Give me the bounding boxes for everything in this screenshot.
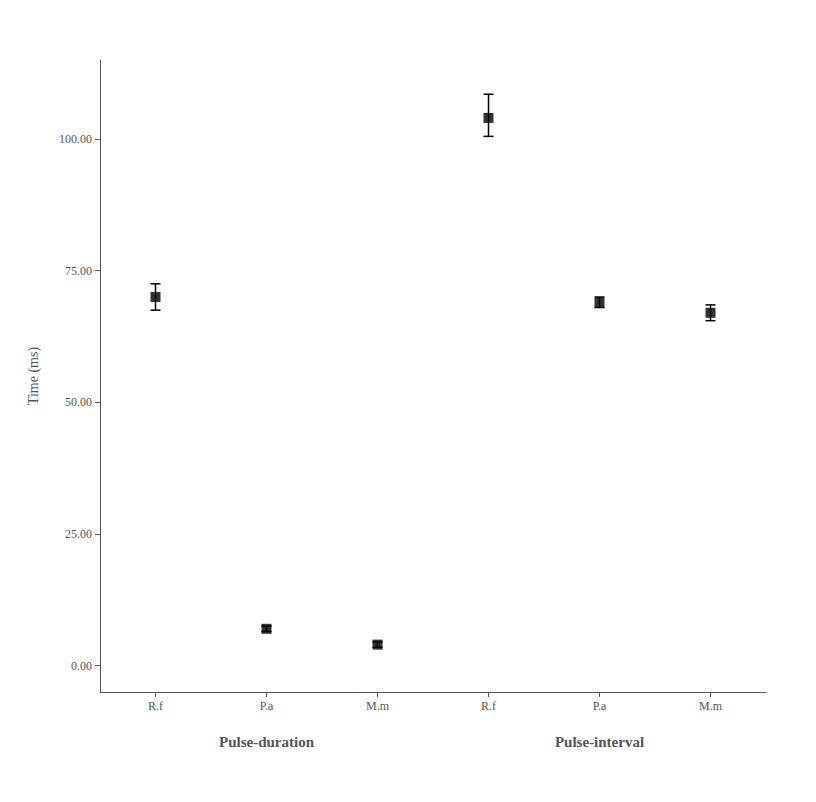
svg-text:50.00: 50.00	[65, 395, 92, 409]
svg-text:Pulse-interval: Pulse-interval	[555, 734, 644, 750]
svg-text:0.00: 0.00	[71, 659, 92, 673]
svg-text:Pulse-duration: Pulse-duration	[219, 734, 315, 750]
svg-text:100.00: 100.00	[59, 132, 92, 146]
svg-text:R.f: R.f	[148, 699, 163, 713]
svg-text:M.m: M.m	[699, 699, 723, 713]
svg-text:Time (ms): Time (ms)	[26, 347, 42, 406]
svg-text:75.00: 75.00	[65, 264, 92, 278]
svg-text:R.f: R.f	[481, 699, 496, 713]
svg-text:P.a: P.a	[593, 699, 607, 713]
svg-text:M.m: M.m	[366, 699, 390, 713]
svg-text:P.a: P.a	[260, 699, 274, 713]
svg-text:25.00: 25.00	[65, 527, 92, 541]
